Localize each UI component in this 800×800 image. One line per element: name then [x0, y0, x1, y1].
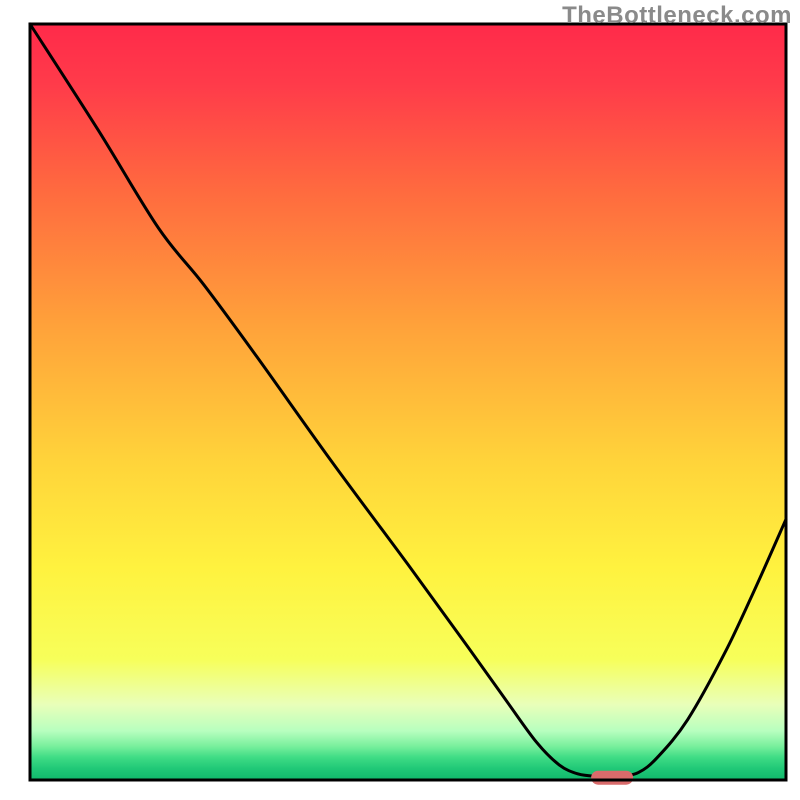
watermark-text: TheBottleneck.com [562, 2, 792, 30]
optimal-marker [591, 771, 633, 785]
bottleneck-chart [0, 0, 800, 800]
plot-background [30, 24, 786, 780]
chart-frame: TheBottleneck.com [0, 0, 800, 800]
